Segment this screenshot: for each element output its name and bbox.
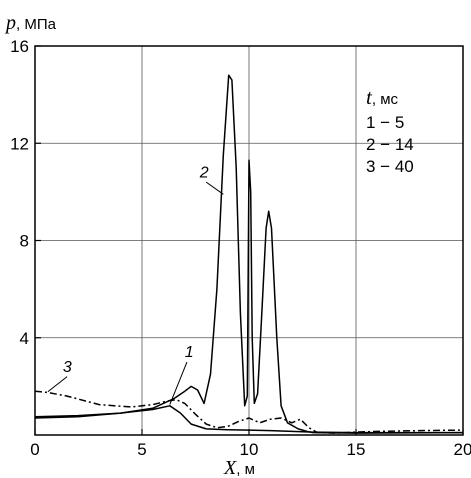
legend-entry-3: 3 − 40: [366, 157, 414, 176]
legend-entry-1: 1 − 5: [366, 113, 404, 132]
x-axis-unit: м: [245, 461, 255, 478]
y-tick-label: 4: [20, 329, 29, 348]
y-axis-label: p, МПа: [4, 12, 57, 34]
legend: t, мс 1 − 5 2 − 14 3 − 40: [366, 85, 414, 176]
x-axis-label: X, м: [223, 457, 255, 478]
y-axis-unit: МПа: [24, 16, 56, 33]
legend-title-unit: мс: [380, 91, 398, 108]
y-tick-label: 12: [10, 134, 29, 153]
x-tick-label: 0: [30, 440, 39, 459]
series-layer: [34, 74, 464, 434]
curve-labels: 1 2 3: [47, 164, 224, 405]
y-tick-label: 16: [10, 37, 29, 56]
series-line-2: [34, 74, 464, 434]
x-tick-label: 15: [347, 440, 366, 459]
curve-leader-2: [205, 181, 224, 195]
legend-entry-2: 2 − 14: [366, 135, 414, 154]
y-tick-label: 8: [20, 232, 29, 251]
curve-label-3: 3: [63, 359, 72, 376]
curve-leader-3: [47, 376, 68, 393]
curve-label-1: 1: [185, 344, 194, 361]
x-tick-label: 5: [137, 440, 146, 459]
x-tick-label: 20: [454, 440, 471, 459]
series-line-3: [34, 390, 464, 434]
x-axis-symbol: X: [223, 457, 237, 478]
legend-title: t, мс: [366, 85, 399, 109]
curve-leader-1: [169, 361, 188, 405]
curve-label-2: 2: [199, 164, 209, 181]
y-axis-symbol: p: [4, 12, 16, 34]
x-tick-label: 10: [240, 440, 259, 459]
legend-title-symbol: t: [366, 85, 373, 109]
